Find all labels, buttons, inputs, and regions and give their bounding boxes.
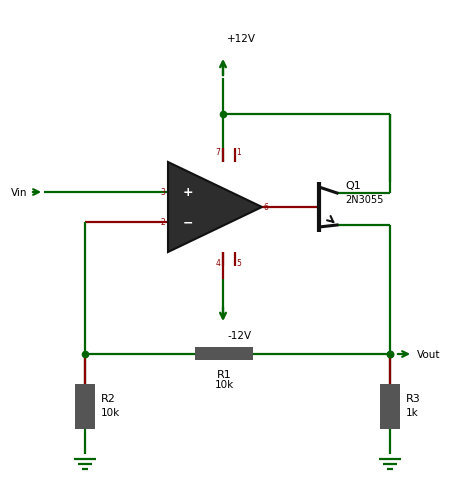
Text: +12V: +12V	[227, 34, 256, 44]
Text: Vout: Vout	[417, 349, 440, 359]
Text: 1: 1	[236, 148, 241, 157]
Text: R2: R2	[101, 393, 116, 403]
Bar	[75, 384, 95, 429]
Text: −: −	[183, 216, 193, 229]
Text: R1: R1	[216, 369, 231, 379]
Text: 1k: 1k	[406, 407, 419, 417]
Text: 4: 4	[215, 259, 220, 267]
Bar	[195, 347, 253, 360]
Text: +: +	[183, 186, 194, 199]
Text: 10k: 10k	[214, 379, 233, 389]
Text: -12V: -12V	[227, 330, 251, 340]
Text: 10k: 10k	[101, 407, 120, 417]
Text: 2N3055: 2N3055	[345, 195, 383, 204]
Text: R3: R3	[406, 393, 421, 403]
Text: 7: 7	[215, 148, 220, 157]
Text: Vin: Vin	[10, 187, 27, 198]
Text: 2: 2	[160, 218, 165, 227]
Text: LM741: LM741	[226, 233, 254, 242]
Bar	[380, 384, 400, 429]
Text: Q1: Q1	[345, 181, 361, 191]
Polygon shape	[168, 163, 262, 252]
Text: 5: 5	[236, 259, 241, 267]
Text: 6: 6	[264, 203, 269, 212]
Text: 3: 3	[160, 188, 165, 197]
